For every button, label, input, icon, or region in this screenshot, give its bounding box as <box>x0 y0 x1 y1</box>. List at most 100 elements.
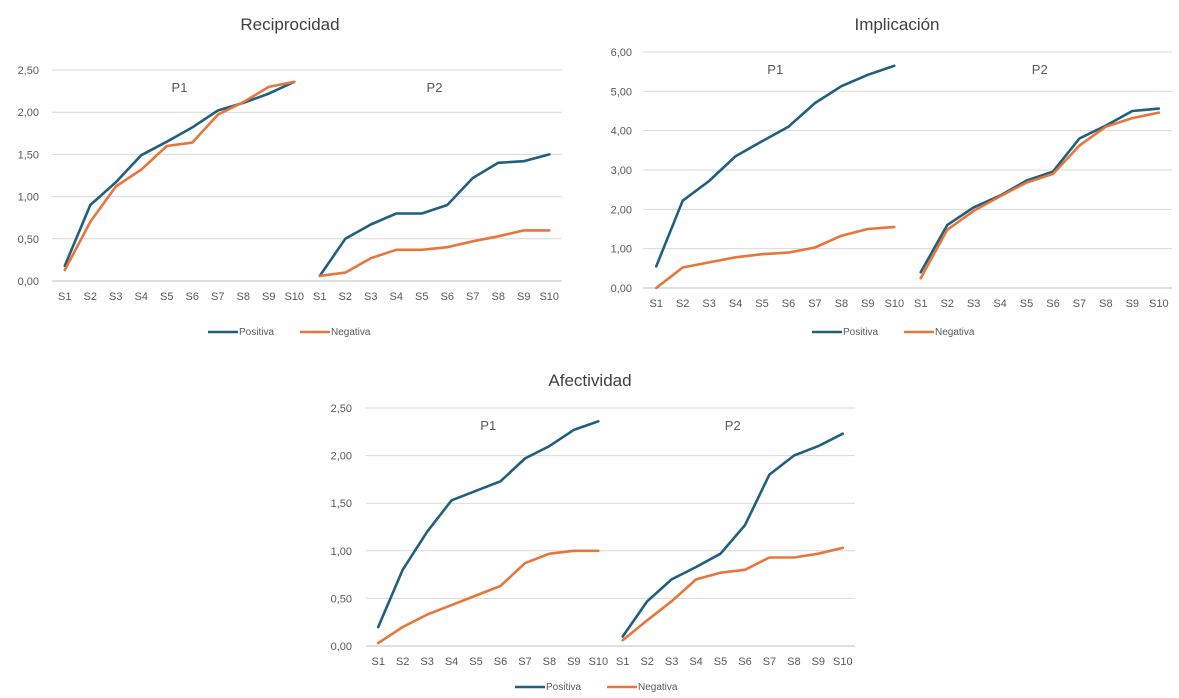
afectividad-group-label: P2 <box>725 418 741 433</box>
reciprocidad-ytick-label: 2,50 <box>18 65 39 77</box>
implicacion-series-line-negativa-p2 <box>919 111 1161 280</box>
afectividad-xtick-label: S3 <box>420 656 433 668</box>
reciprocidad-series-line-negativa-p1 <box>63 80 296 272</box>
afectividad-xtick-label: S4 <box>689 656 702 668</box>
implicacion-xtick-label: S6 <box>1046 298 1059 310</box>
chart-reciprocidad: Reciprocidad 0,00 0,50 1,00 1,50 2,00 2,50 S1 S2… <box>0 0 580 350</box>
implicacion-xtick-label: S7 <box>808 298 821 310</box>
reciprocidad-ytick-label: 2,00 <box>18 107 39 119</box>
implicacion-xtick-label: S2 <box>940 298 953 310</box>
reciprocidad-ytick-label: 1,50 <box>18 149 39 161</box>
chart-afectividad-svg: Afectividad 0,00 0,50 1,00 1,50 2,00 2,50 S1 S2 S… <box>331 371 855 693</box>
reciprocidad-xtick-label: S3 <box>109 291 122 303</box>
implicacion-series-line-negativa-p1 <box>654 225 896 290</box>
reciprocidad-xtick-label: S5 <box>415 291 428 303</box>
implicacion-xtick-label: S1 <box>649 298 662 310</box>
reciprocidad-legend-label: Negativa <box>331 327 371 338</box>
reciprocidad-xtick-label: S10 <box>539 291 559 303</box>
implicacion-ytick-label: 5,00 <box>611 86 632 98</box>
afectividad-xtick-label: S7 <box>763 656 776 668</box>
implicacion-series-line-positiva-p2 <box>919 107 1161 274</box>
afectividad-xtick-label: S3 <box>665 656 678 668</box>
afectividad-xtick-label: S8 <box>787 656 800 668</box>
reciprocidad-xtick-label: S4 <box>390 291 403 303</box>
implicacion-xtick-label: S3 <box>967 298 980 310</box>
afectividad-series-line-negativa-p1 <box>376 549 600 645</box>
afectividad-xtick-label: S2 <box>396 656 409 668</box>
reciprocidad-xtick-label: S1 <box>313 291 326 303</box>
chart-afectividad: Afectividad 0,00 0,50 1,00 1,50 2,00 2,50 S1 S2 S… <box>310 370 870 698</box>
afectividad-xtick-label: S5 <box>469 656 482 668</box>
afectividad-ytick-label: 0,50 <box>331 593 352 605</box>
afectividad-xtick-label: S7 <box>518 656 531 668</box>
implicacion-ytick-label: 2,00 <box>611 204 632 216</box>
afectividad-ytick-label: 2,00 <box>331 451 352 463</box>
implicacion-title: Implicación <box>854 15 939 34</box>
implicacion-xtick-label: S5 <box>1020 298 1033 310</box>
implicacion-xtick-label: S1 <box>914 298 927 310</box>
afectividad-legend-label: Negativa <box>638 682 678 693</box>
reciprocidad-xtick-label: S3 <box>364 291 377 303</box>
reciprocidad-xtick-label: S10 <box>284 291 304 303</box>
implicacion-xtick-label: S8 <box>1099 298 1112 310</box>
reciprocidad-xtick-label: S1 <box>58 291 71 303</box>
afectividad-xtick-label: S9 <box>812 656 825 668</box>
reciprocidad-group-label: P2 <box>427 80 443 95</box>
implicacion-xtick-label: S6 <box>782 298 795 310</box>
implicacion-group-label: P2 <box>1032 62 1048 77</box>
reciprocidad-series-line-positiva-p2 <box>318 153 551 278</box>
implicacion-xtick-label: S4 <box>729 298 742 310</box>
implicacion-xtick-label: S10 <box>1149 298 1169 310</box>
implicacion-xtick-label: S5 <box>755 298 768 310</box>
reciprocidad-ytick-label: 1,00 <box>18 192 39 204</box>
afectividad-xtick-label: S9 <box>567 656 580 668</box>
implicacion-xtick-label: S7 <box>1073 298 1086 310</box>
reciprocidad-ytick-label: 0,00 <box>18 276 39 288</box>
reciprocidad-ytick-label: 0,50 <box>18 234 39 246</box>
reciprocidad-legend-label: Positiva <box>239 327 274 338</box>
reciprocidad-xtick-label: S5 <box>160 291 173 303</box>
afectividad-xtick-label: S2 <box>640 656 653 668</box>
implicacion-series-line-positiva-p1 <box>654 64 896 268</box>
afectividad-title: Afectividad <box>548 371 631 390</box>
afectividad-series-line-positiva-p2 <box>621 432 845 638</box>
reciprocidad-xtick-label: S8 <box>237 291 250 303</box>
reciprocidad-xtick-label: S9 <box>262 291 275 303</box>
afectividad-group-label: P1 <box>480 418 496 433</box>
implicacion-xtick-label: S3 <box>702 298 715 310</box>
implicacion-legend-label: Positiva <box>843 327 878 338</box>
reciprocidad-xtick-label: S6 <box>441 291 454 303</box>
implicacion-xtick-label: S10 <box>884 298 904 310</box>
reciprocidad-xtick-label: S9 <box>517 291 530 303</box>
implicacion-ytick-label: 0,00 <box>611 283 632 295</box>
reciprocidad-series-line-negativa-p2 <box>318 229 551 278</box>
implicacion-ytick-label: 1,00 <box>611 244 632 256</box>
afectividad-xtick-label: S8 <box>543 656 556 668</box>
reciprocidad-group-label: P1 <box>172 80 188 95</box>
implicacion-ytick-label: 4,00 <box>611 126 632 138</box>
afectividad-xtick-label: S10 <box>833 656 853 668</box>
afectividad-series-line-negativa-p2 <box>621 546 845 642</box>
reciprocidad-title: Reciprocidad <box>240 15 339 34</box>
afectividad-xtick-label: S4 <box>445 656 458 668</box>
afectividad-xtick-label: S5 <box>714 656 727 668</box>
implicacion-xtick-label: S8 <box>835 298 848 310</box>
afectividad-ytick-label: 1,00 <box>331 546 352 558</box>
implicacion-ytick-label: 6,00 <box>611 47 632 59</box>
afectividad-xtick-label: S10 <box>588 656 608 668</box>
reciprocidad-xtick-label: S8 <box>492 291 505 303</box>
reciprocidad-xtick-label: S6 <box>186 291 199 303</box>
reciprocidad-xtick-label: S7 <box>211 291 224 303</box>
reciprocidad-xtick-label: S2 <box>84 291 97 303</box>
afectividad-legend-label: Positiva <box>546 682 581 693</box>
implicacion-xtick-label: S9 <box>861 298 874 310</box>
afectividad-ytick-label: 1,50 <box>331 498 352 510</box>
afectividad-xtick-label: S1 <box>616 656 629 668</box>
afectividad-xtick-label: S1 <box>371 656 384 668</box>
afectividad-ytick-label: 0,00 <box>331 641 352 653</box>
chart-implicacion-svg: Implicación 0,00 1,00 2,00 3,00 4,00 5,00 6,00 S… <box>611 15 1172 338</box>
implicacion-ytick-label: 3,00 <box>611 165 632 177</box>
chart-implicacion: Implicación 0,00 1,00 2,00 3,00 4,00 5,00 6,00 S… <box>590 0 1175 350</box>
implicacion-xtick-label: S9 <box>1126 298 1139 310</box>
reciprocidad-xtick-label: S7 <box>466 291 479 303</box>
